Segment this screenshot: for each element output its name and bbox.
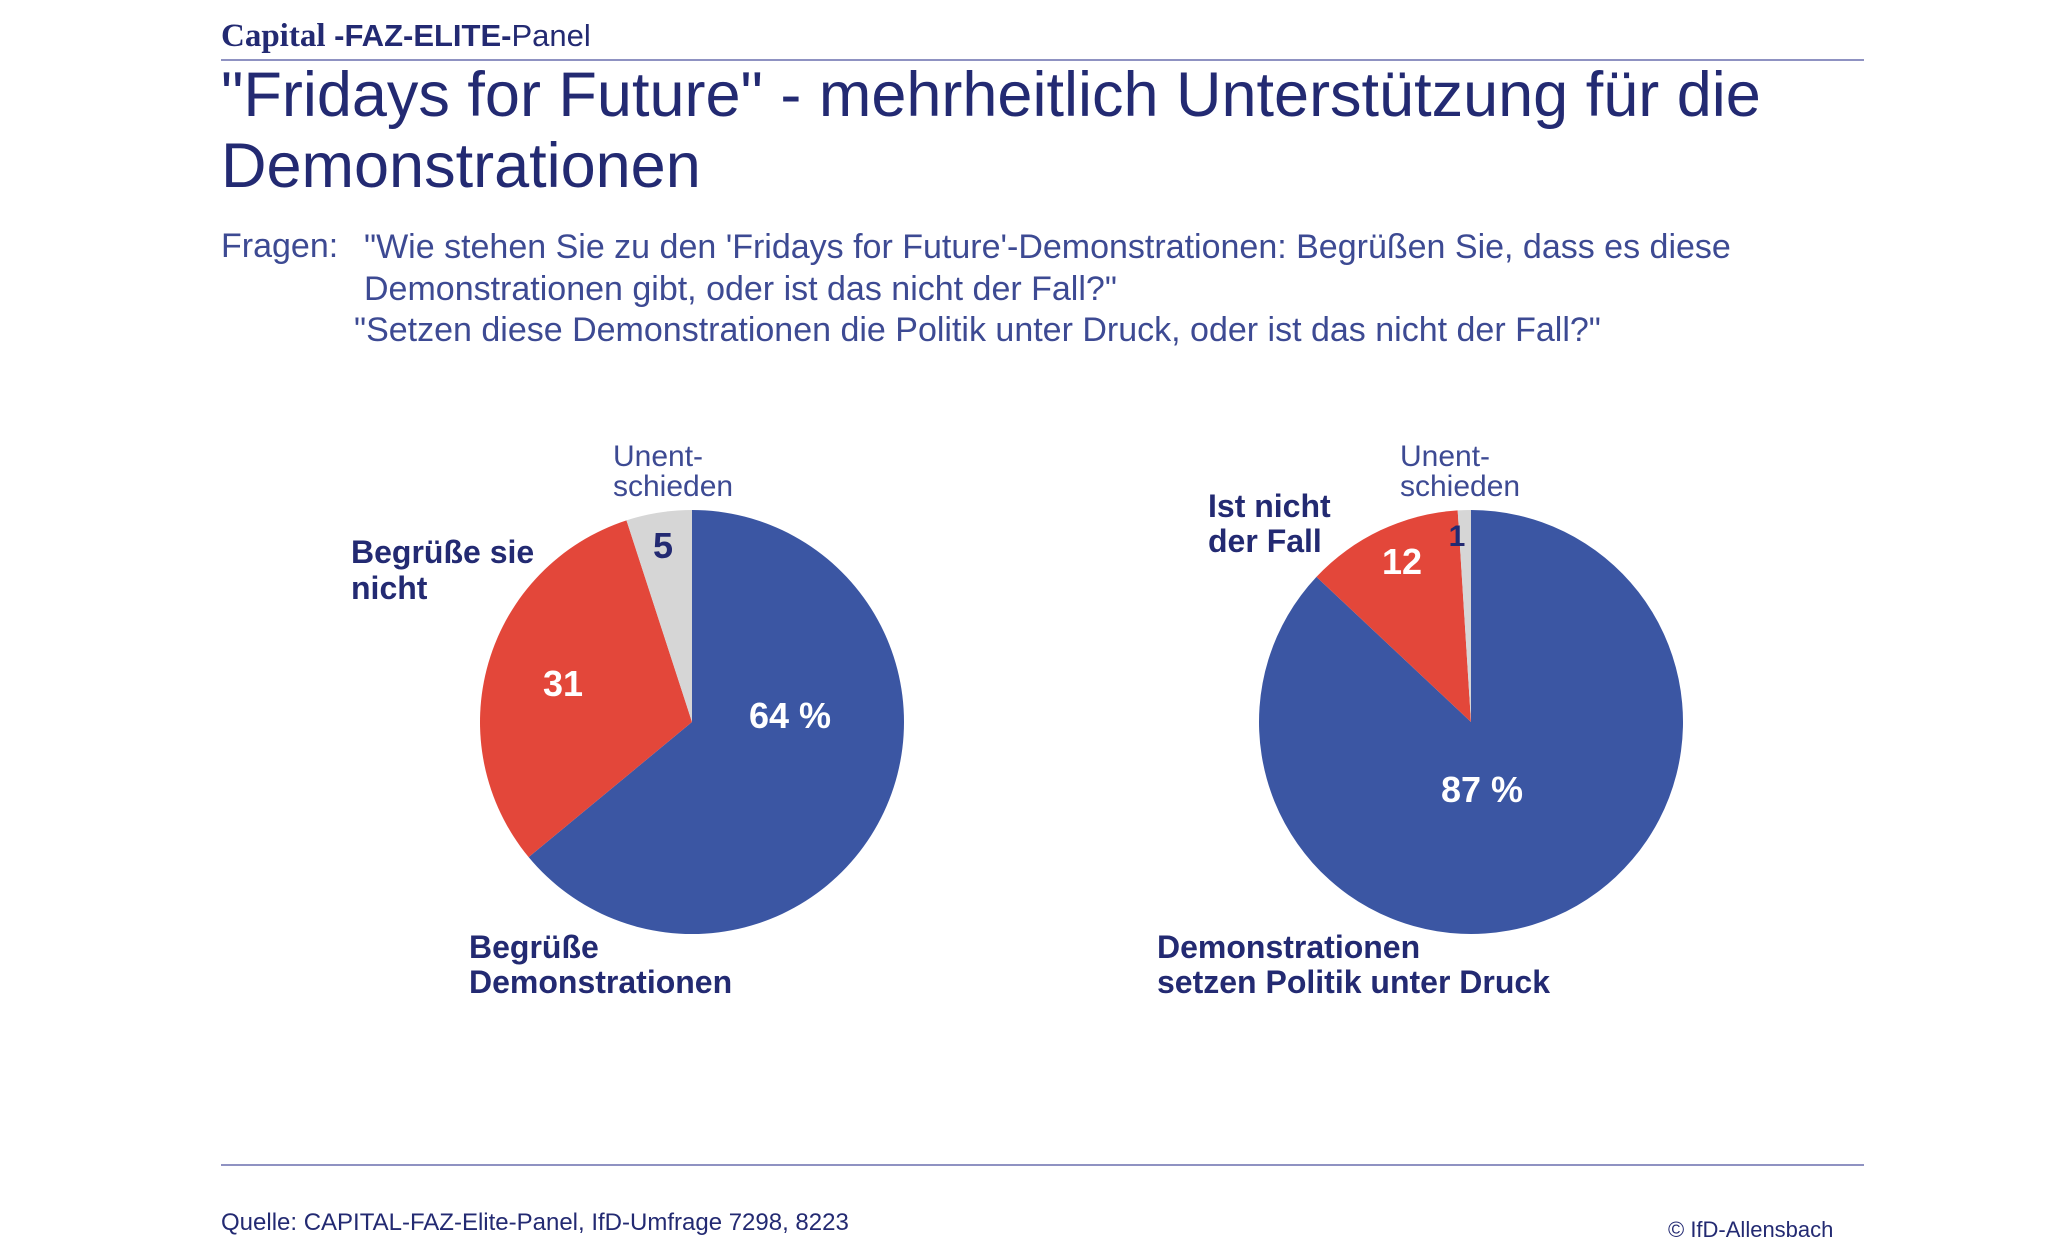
pie2-value-not-the-case: 12 <box>1382 541 1422 582</box>
pie2-value-undecided: 1 <box>1449 520 1466 553</box>
pie1-value-undecided: 5 <box>653 525 673 566</box>
question-2: "Setzen diese Demonstrationen die Politi… <box>354 311 1601 349</box>
page-title: "Fridays for Future" - mehrheitlich Unte… <box>221 60 1761 201</box>
pie1-label-undecided: Unent-schieden <box>613 440 733 503</box>
pie-chart-pressure <box>1259 510 1684 934</box>
pie2-value-pressure: 87 % <box>1441 769 1523 810</box>
pie1-value-support: 64 % <box>749 695 831 736</box>
copyright: © IfD-Allensbach <box>1668 1217 1834 1242</box>
pie2-label-pressure: Demonstrationen setzen Politik unter Druc… <box>1157 929 1550 1000</box>
pie1-slice-undecided <box>626 510 692 722</box>
pie2-label-undecided: Unent-schieden <box>1400 440 1520 503</box>
pie1-slice-support <box>528 510 905 934</box>
pie2-slice-pressure <box>1259 510 1684 934</box>
brand-faz-elite: -FAZ-ELITE- <box>325 18 512 53</box>
pie2-slice-undecided <box>1457 510 1471 722</box>
source-note: Quelle: CAPITAL-FAZ-Elite-Panel, IfD-Umf… <box>221 1209 849 1236</box>
brand-capital: Capital <box>221 18 326 54</box>
brand-header: Capital -FAZ-ELITE-Panel <box>221 14 591 58</box>
pie1-label-against: Begrüße sie nicht <box>351 534 534 606</box>
footer-rule <box>221 1164 1864 1166</box>
pie1-label-support: Begrüße Demonstrationen <box>469 929 732 1000</box>
questions-prefix: Fragen: <box>221 227 339 265</box>
header-rule <box>221 59 1864 61</box>
brand-panel: Panel <box>511 18 591 53</box>
pie-chart-welcome <box>480 510 905 934</box>
pie1-slice-against <box>480 520 692 858</box>
pie1-value-against: 31 <box>543 663 583 704</box>
question-1: "Wie stehen Sie zu den 'Fridays for Futu… <box>364 228 1731 308</box>
pie2-label-not-the-case: Ist nicht der Fall <box>1208 488 1331 559</box>
pie2-slice-not-the-case <box>1316 510 1471 722</box>
